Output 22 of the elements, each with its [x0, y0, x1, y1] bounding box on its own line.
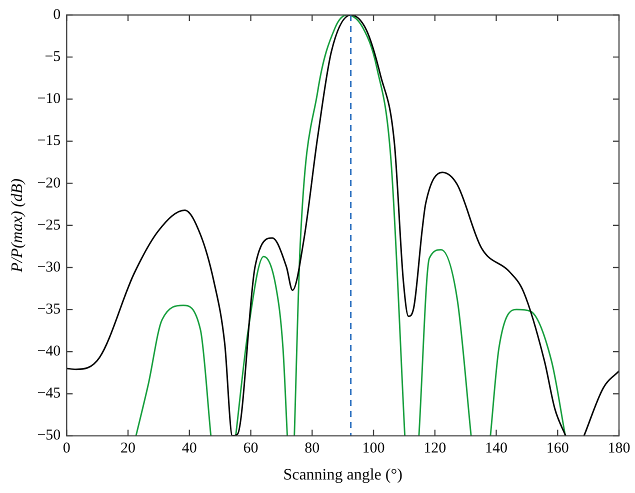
- x-tick-label: 140: [485, 440, 508, 457]
- y-tick-label: 0: [53, 6, 61, 23]
- y-tick-label: −50: [37, 428, 61, 444]
- y-tick-label: −40: [37, 344, 61, 360]
- x-tick-label: 80: [304, 440, 320, 457]
- y-tick-label: −20: [37, 175, 61, 192]
- x-tick-label: 40: [182, 440, 197, 457]
- x-axis-title: Scanning angle (°): [283, 466, 402, 484]
- y-tick-label: −10: [37, 91, 61, 108]
- x-tick-label: 180: [608, 440, 630, 457]
- y-tick-label: −35: [37, 301, 61, 318]
- x-tick-label: 120: [424, 440, 446, 457]
- y-tick-label: −25: [37, 217, 61, 234]
- x-tick-label: 100: [362, 440, 385, 457]
- x-tick-label: 60: [243, 440, 258, 457]
- y-axis-title: P/P(max) (dB): [8, 178, 26, 274]
- y-tick-label: −5: [44, 49, 61, 66]
- y-tick-label: −30: [37, 259, 61, 276]
- y-tick-label: −45: [37, 386, 61, 402]
- y-tick-label: −15: [37, 133, 61, 150]
- x-tick-label: 160: [546, 440, 569, 457]
- x-tick-label: 20: [120, 440, 136, 457]
